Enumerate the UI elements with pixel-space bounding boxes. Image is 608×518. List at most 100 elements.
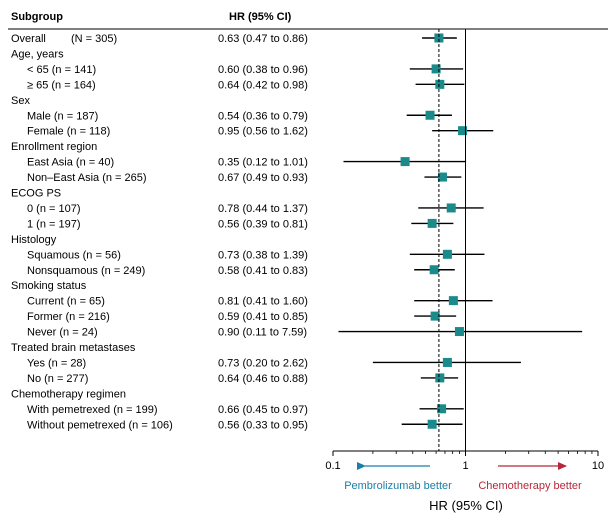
subgroup-row: Male (n = 187) 0.54 (0.36 to 0.79) [27, 110, 452, 122]
subgroup-row: No (n = 277) 0.64 (0.46 to 0.88) [27, 373, 459, 385]
subgroup-label: Yes (n = 28) [27, 357, 86, 369]
subgroup-header-row: Histology [11, 234, 57, 246]
subgroup-label: < 65 (n = 141) [27, 64, 96, 76]
subgroup-row: Female (n = 118) 0.95 (0.56 to 1.62) [27, 126, 494, 138]
subgroup-label: Female (n = 118) [27, 126, 110, 138]
hr-ci-text: 0.63 (0.47 to 0.86) [218, 33, 308, 45]
subgroup-label: 1 (n = 197) [27, 218, 81, 230]
hazard-ratio-marker [435, 79, 445, 89]
hr-ci-text: 0.59 (0.41 to 0.85) [218, 311, 308, 323]
subgroup-label: 0 (n = 107) [27, 203, 81, 215]
subgroup-header-label: Treated brain metastases [11, 342, 136, 354]
subgroup-row: ≥ 65 (n = 164) 0.64 (0.42 to 0.98) [27, 79, 465, 91]
subgroup-header-label: Age, years [11, 48, 64, 60]
subgroup-label: Overall [11, 33, 46, 45]
hazard-ratio-marker [442, 249, 452, 259]
subgroup-header-label: Chemotherapy regimen [11, 388, 126, 400]
subgroup-label: Former (n = 216) [27, 311, 110, 323]
subgroup-row: Non–East Asia (n = 265) 0.67 (0.49 to 0.9… [27, 172, 462, 184]
hr-ci-text: 0.67 (0.49 to 0.93) [218, 172, 308, 184]
subgroup-label: ≥ 65 (n = 164) [27, 79, 96, 91]
hr-ci-text: 0.58 (0.41 to 0.83) [218, 265, 308, 277]
subgroup-label: Current (n = 65) [27, 296, 105, 308]
subgroup-header-label: Enrollment region [11, 141, 97, 153]
hazard-ratio-marker [434, 33, 444, 43]
hr-ci-text: 0.56 (0.39 to 0.81) [218, 218, 308, 230]
subgroup-row: Squamous (n = 56) 0.73 (0.38 to 1.39) [27, 249, 485, 261]
hr-ci-text: 0.73 (0.38 to 1.39) [218, 249, 308, 261]
subgroup-header-row: Chemotherapy regimen [11, 388, 126, 400]
subgroup-row: East Asia (n = 40) 0.35 (0.12 to 1.01) [27, 157, 467, 169]
hazard-ratio-marker [437, 404, 447, 414]
hazard-ratio-marker [435, 373, 445, 383]
hazard-ratio-marker [429, 265, 439, 275]
hr-ci-text: 0.95 (0.56 to 1.62) [218, 126, 308, 138]
hazard-ratio-marker [458, 126, 468, 136]
hazard-ratio-marker [400, 157, 410, 167]
subgroup-label: Never (n = 24) [27, 327, 98, 339]
subgroup-header-row: ECOG PS [11, 188, 61, 200]
subgroup-label: No (n = 277) [27, 373, 88, 385]
favor-left-label: Pembrolizumab better [344, 480, 452, 492]
subgroup-row: With pemetrexed (n = 199) 0.66 (0.45 to 0… [27, 404, 464, 416]
forest-rows: Overall (N = 305) 0.63 (0.47 to 0.86) Age, … [11, 33, 583, 431]
hazard-ratio-marker [425, 110, 435, 120]
hazard-ratio-marker [427, 218, 437, 228]
hr-ci-text: 0.78 (0.44 to 1.37) [218, 203, 308, 215]
hr-ci-text: 0.64 (0.46 to 0.88) [218, 373, 308, 385]
subgroup-label: Male (n = 187) [27, 110, 98, 122]
hr-ci-text: 0.60 (0.38 to 0.96) [218, 64, 308, 76]
x-tick-label: 1 [462, 460, 468, 472]
hr-column-header: HR (95% CI) [229, 11, 292, 23]
subgroup-header-row: Sex [11, 95, 30, 107]
hr-ci-text: 0.66 (0.45 to 0.97) [218, 404, 308, 416]
x-tick-label: 0.1 [325, 460, 340, 472]
subgroup-row: 0 (n = 107) 0.78 (0.44 to 1.37) [27, 203, 484, 215]
subgroup-header-label: Sex [11, 95, 30, 107]
subgroup-label: Nonsquamous (n = 249) [27, 265, 145, 277]
x-tick-label: 10 [592, 460, 604, 472]
subgroup-header-row: Treated brain metastases [11, 342, 136, 354]
hr-ci-text: 0.54 (0.36 to 0.79) [218, 110, 308, 122]
subgroup-row: Current (n = 65) 0.81 (0.41 to 1.60) [27, 296, 493, 308]
hazard-ratio-marker [431, 64, 441, 74]
subgroup-header-row: Enrollment region [11, 141, 97, 153]
subgroup-header-label: ECOG PS [11, 188, 61, 200]
hr-ci-text: 0.35 (0.12 to 1.01) [218, 157, 308, 169]
subgroup-row: Yes (n = 28) 0.73 (0.20 to 2.62) [27, 357, 521, 369]
subgroup-header-label: Histology [11, 234, 57, 246]
hazard-ratio-marker [446, 203, 456, 213]
overall-n-label: (N = 305) [71, 33, 117, 45]
subgroup-row: Never (n = 24) 0.90 (0.11 to 7.59) [27, 327, 583, 339]
subgroup-row: Overall (N = 305) 0.63 (0.47 to 0.86) [11, 33, 457, 45]
subgroup-label: Squamous (n = 56) [27, 249, 121, 261]
hr-ci-text: 0.81 (0.41 to 1.60) [218, 296, 308, 308]
subgroup-header-row: Smoking status [11, 280, 87, 292]
subgroup-column-header: Subgroup [11, 11, 63, 23]
hr-ci-text: 0.64 (0.42 to 0.98) [218, 79, 308, 91]
hr-ci-text: 0.56 (0.33 to 0.95) [218, 419, 308, 431]
subgroup-row: < 65 (n = 141) 0.60 (0.38 to 0.96) [27, 64, 464, 76]
x-axis-ticks: 0.1 1 10 [325, 451, 604, 472]
hazard-ratio-marker [454, 327, 464, 337]
subgroup-label: East Asia (n = 40) [27, 157, 114, 169]
subgroup-row: 1 (n = 197) 0.56 (0.39 to 0.81) [27, 218, 454, 230]
subgroup-header-label: Smoking status [11, 280, 87, 292]
hazard-ratio-marker [442, 357, 452, 367]
subgroup-label: Non–East Asia (n = 265) [27, 172, 147, 184]
hazard-ratio-marker [437, 172, 447, 182]
hazard-ratio-marker [448, 296, 458, 306]
hr-ci-text: 0.90 (0.11 to 7.59) [218, 327, 307, 339]
subgroup-header-row: Age, years [11, 48, 64, 60]
hr-ci-text: 0.73 (0.20 to 2.62) [218, 357, 308, 369]
subgroup-label: Without pemetrexed (n = 106) [27, 419, 173, 431]
hazard-ratio-marker [430, 311, 440, 321]
subgroup-row: Former (n = 216) 0.59 (0.41 to 0.85) [27, 311, 457, 323]
subgroup-row: Without pemetrexed (n = 106) 0.56 (0.33 t… [27, 419, 463, 431]
hazard-ratio-marker [427, 419, 437, 429]
favor-right-label: Chemotherapy better [478, 480, 582, 492]
x-axis-label: HR (95% CI) [429, 498, 503, 513]
subgroup-row: Nonsquamous (n = 249) 0.58 (0.41 to 0.83) [27, 265, 455, 277]
subgroup-label: With pemetrexed (n = 199) [27, 404, 158, 416]
